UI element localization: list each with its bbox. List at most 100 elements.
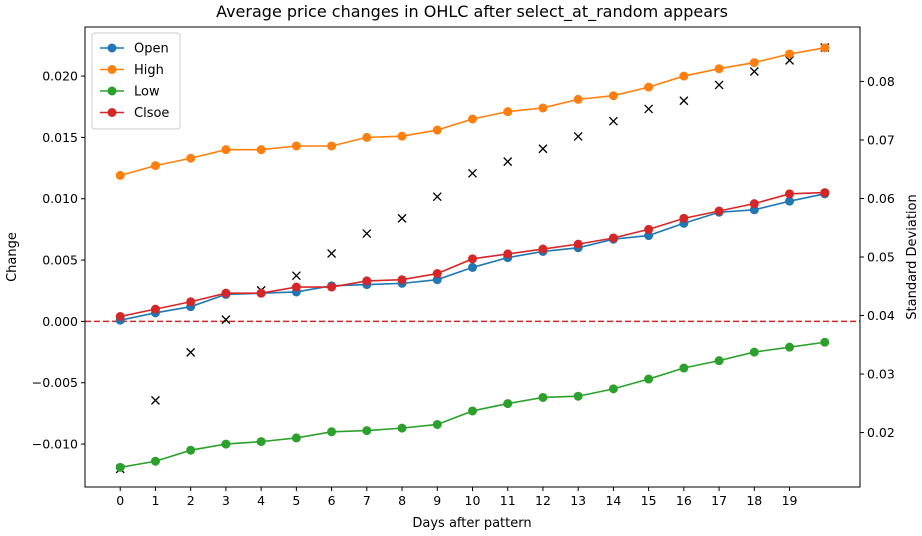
series-point-high [362,132,372,142]
series-point-low [644,374,654,384]
std-deviation-point [503,157,513,167]
series-point-low [573,391,583,401]
series-point-low [503,399,513,409]
series-point-clsoe [644,224,654,234]
series-point-high [538,103,548,113]
legend: Open High Low Clsoe [91,32,181,130]
series-point-high [679,71,689,81]
y2-tick-label: 0.02 [867,425,895,440]
legend-label: Clsoe [134,106,169,121]
series-point-high [503,107,513,117]
x-tick-label: 1 [151,493,159,508]
x-tick-label: 18 [746,493,762,508]
series-point-high [608,91,618,101]
series-point-high [150,161,160,171]
series-point-low [608,384,618,394]
legend-marker [107,86,117,96]
x-tick-label: 2 [187,493,195,508]
series-point-low [291,433,301,443]
series-point-high [397,131,407,141]
series-point-low [327,427,337,437]
series-point-low [115,462,125,472]
legend-label: High [134,63,164,78]
series-point-high [291,141,301,151]
series-point-high [714,64,724,74]
series-point-low [150,456,160,466]
x-tick-label: 13 [570,493,586,508]
series-point-low [714,356,724,366]
y2-tick-label: 0.07 [867,132,895,147]
series-point-low [256,437,266,447]
series-point-clsoe [256,288,266,298]
std-deviation-point [538,144,548,154]
x-tick-label: 4 [257,493,265,508]
std-deviation-point [608,116,618,126]
std-deviation-point [679,96,689,106]
series-point-low [538,392,548,402]
std-deviation-point [186,347,196,357]
series-point-clsoe [608,233,618,243]
series-point-high [186,153,196,163]
chart-title: Average price changes in OHLC after sele… [216,2,728,22]
series-point-low [468,406,477,416]
std-deviation-point [362,229,372,239]
series-point-clsoe [397,275,407,285]
series-point-clsoe [327,282,337,292]
series-point-open [785,196,795,206]
series-point-low [785,342,795,352]
series-point-clsoe [186,297,196,307]
x-tick-label: 7 [363,493,371,508]
std-deviation-point [573,131,583,141]
legend-label: Low [134,85,160,100]
series-point-high [327,141,337,151]
y-axis-title: Change [5,232,20,282]
x-tick-label: 11 [500,493,516,508]
std-deviation-point [785,55,795,65]
y-tick-label: 0.020 [42,69,78,84]
series-point-clsoe [291,282,301,292]
legend-marker [107,43,117,53]
x-tick-label: 10 [465,493,481,508]
x-tick-label: 12 [535,493,551,508]
y2-tick-label: 0.08 [867,74,895,89]
series-point-high [468,114,477,124]
legend-marker [107,108,117,117]
std-deviation-point [397,213,407,223]
series-point-clsoe [115,311,125,321]
plot-area: 0 1 2 3 4 5 6 7 8 9 10 11 12 13 14 15 16 17 18 19−0.010−0.0… [32,26,895,508]
series-point-high [221,145,231,155]
legend-box [91,32,181,130]
series-point-low [749,347,759,357]
series-point-open [468,262,477,272]
x-tick-label: 6 [328,493,336,508]
series-point-high [432,125,442,135]
series-point-low [432,419,442,429]
y-tick-label: 0.015 [42,130,78,145]
series-point-clsoe [749,199,759,209]
series-point-high [785,49,795,59]
series-point-clsoe [221,288,231,298]
series-point-high [820,43,830,53]
series-point-low [362,426,372,436]
y-tick-label: 0.005 [42,253,78,268]
series-point-clsoe [679,213,689,223]
series-point-clsoe [714,206,724,216]
std-deviation-point [150,395,160,405]
x-tick-label: 17 [711,493,727,508]
series-point-high [256,145,266,155]
y2-tick-label: 0.06 [867,191,895,206]
series-point-clsoe [820,188,830,198]
series-point-clsoe [573,239,583,249]
series-point-low [679,363,689,373]
std-deviation-point [221,315,231,325]
std-deviation-point [432,192,442,202]
series-point-clsoe [468,254,477,264]
y2-tick-label: 0.04 [867,308,895,323]
std-deviation-point [749,67,759,76]
legend-label: Open [134,42,169,57]
std-deviation-point [291,271,301,281]
x-tick-label: 19 [782,493,798,508]
series-point-high [573,94,583,104]
x-tick-label: 3 [222,493,230,508]
